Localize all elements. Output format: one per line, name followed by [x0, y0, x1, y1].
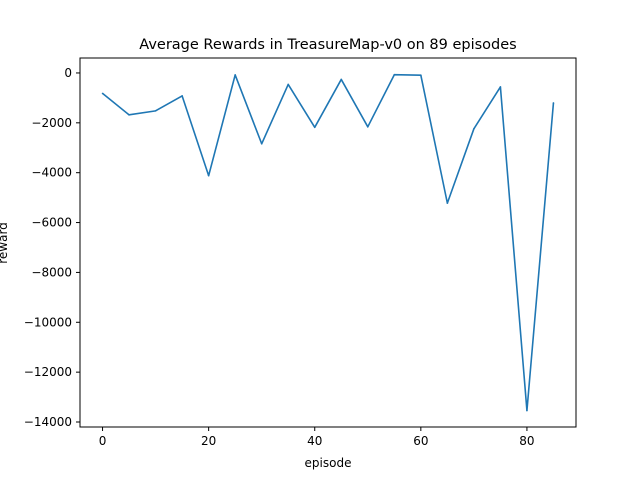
series-line — [102, 73, 555, 412]
y-tick-label: −2000 — [31, 116, 72, 130]
data-point — [287, 83, 290, 86]
y-tick-label: −14000 — [24, 415, 72, 429]
data-point — [420, 74, 422, 77]
plot-frame — [79, 57, 577, 428]
data-point — [128, 114, 130, 116]
data-point — [366, 126, 369, 128]
data-point — [526, 409, 528, 412]
y-tick-label: −12000 — [24, 365, 72, 379]
data-point — [181, 95, 183, 97]
y-axis-title: reward — [0, 222, 10, 264]
data-point — [207, 174, 210, 177]
y-tick-label: −10000 — [24, 315, 72, 329]
x-tick-label: 40 — [307, 434, 322, 448]
data-point — [101, 92, 104, 95]
x-tick-label: 80 — [519, 434, 534, 448]
data-point — [340, 78, 343, 81]
x-axis-title: episode — [305, 456, 352, 470]
data-point — [499, 86, 502, 88]
data-point — [446, 202, 449, 204]
chart-title: Average Rewards in TreasureMap-v0 on 89 … — [139, 37, 516, 53]
x-tick-label: 0 — [99, 434, 107, 448]
data-point — [313, 126, 316, 129]
y-tick-label: 0 — [64, 66, 72, 80]
y-tick-label: −8000 — [31, 265, 72, 279]
x-tick-label: 20 — [201, 434, 216, 448]
data-point — [260, 142, 263, 145]
data-point — [552, 102, 555, 104]
x-tick-label: 60 — [413, 434, 428, 448]
y-tick-label: −6000 — [31, 216, 72, 230]
y-tick-label: −4000 — [31, 166, 72, 180]
plot-content: 0 20 40 60 80 0 −2000 −4000 −6000 −8000 −10000 −120… — [24, 66, 555, 448]
data-point — [393, 73, 396, 76]
data-point — [234, 74, 236, 76]
data-point — [154, 110, 157, 112]
data-point — [473, 128, 475, 130]
